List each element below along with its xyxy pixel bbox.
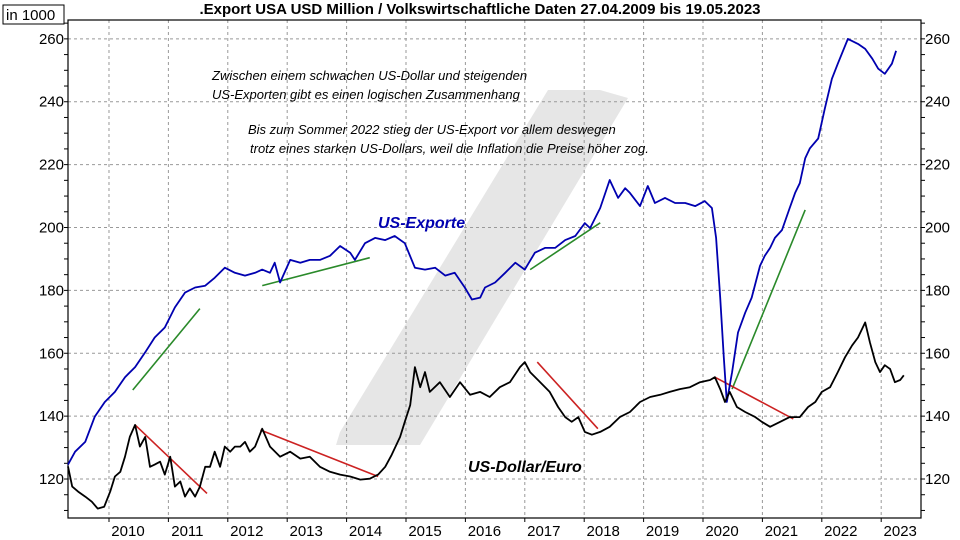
watermark-logo xyxy=(336,90,628,445)
x-tick-label: 2012 xyxy=(230,523,263,540)
x-tick-label: 2018 xyxy=(587,523,620,540)
trend-line xyxy=(132,308,201,391)
y-tick-label-right: 260 xyxy=(925,31,950,48)
y-tick-label-right: 220 xyxy=(925,157,950,174)
trend-line xyxy=(714,376,794,420)
x-tick-label: 2023 xyxy=(884,523,917,540)
y-tick-label-right: 160 xyxy=(925,345,950,362)
x-tick-label: 2014 xyxy=(349,523,382,540)
annotation-3: Bis zum Sommer 2022 stieg der US-Export … xyxy=(248,122,616,137)
y-tick-label-right: 140 xyxy=(925,408,950,425)
trend-line xyxy=(731,209,806,390)
trend-line xyxy=(262,256,370,287)
trend-line xyxy=(536,361,599,430)
x-tick-label: 2019 xyxy=(646,523,679,540)
y-tick-label-right: 180 xyxy=(925,282,950,299)
annotation-2: US-Exporten gibt es einen logischen Zusa… xyxy=(212,87,521,102)
trend-line xyxy=(260,429,379,478)
series-line-us-exporte xyxy=(67,38,897,466)
y-tick-label-left: 120 xyxy=(39,471,64,488)
y-tick-label-left: 140 xyxy=(39,408,64,425)
series-label-us-dollar-euro: US-Dollar/Euro xyxy=(468,459,582,476)
chart-title: .Export USA USD Million / Volkswirtschaf… xyxy=(199,1,760,18)
y-tick-label-right: 240 xyxy=(925,94,950,111)
y-tick-label-right: 200 xyxy=(925,220,950,237)
y-tick-label-right: 120 xyxy=(925,471,950,488)
x-tick-label: 2016 xyxy=(468,523,501,540)
y-tick-label-left: 200 xyxy=(39,220,64,237)
x-tick-label: 2020 xyxy=(705,523,738,540)
series-lines xyxy=(67,38,905,510)
x-tick-label: 2017 xyxy=(527,523,560,540)
series-label-us-exporte: US-Exporte xyxy=(378,215,465,232)
annotation-1: Zwischen einem schwachen US-Dollar und s… xyxy=(211,68,527,83)
y-tick-label-left: 260 xyxy=(39,31,64,48)
x-tick-label: 2010 xyxy=(111,523,144,540)
x-tick-label: 2021 xyxy=(765,523,798,540)
annotation-4: trotz eines starken US-Dollars, weil die… xyxy=(250,141,649,156)
plot-frame xyxy=(67,19,922,519)
x-tick-label: 2015 xyxy=(408,523,441,540)
x-tick-label: 2011 xyxy=(171,523,203,540)
unit-label-box xyxy=(2,4,65,25)
y-tick-label-left: 180 xyxy=(39,282,64,299)
x-tick-label: 2013 xyxy=(290,523,323,540)
unit-label: in 1000 xyxy=(6,7,55,24)
y-tick-label-left: 220 xyxy=(39,157,64,174)
trend-line xyxy=(529,222,601,271)
y-tick-label-left: 240 xyxy=(39,94,64,111)
y-tick-label-left: 160 xyxy=(39,345,64,362)
series-line-us-dollar-euro xyxy=(67,321,905,510)
x-tick-label: 2022 xyxy=(824,523,857,540)
axis-ticks: 120 120 140 140 160 160 180 180 200 200 220 220 240 2… xyxy=(39,22,950,540)
